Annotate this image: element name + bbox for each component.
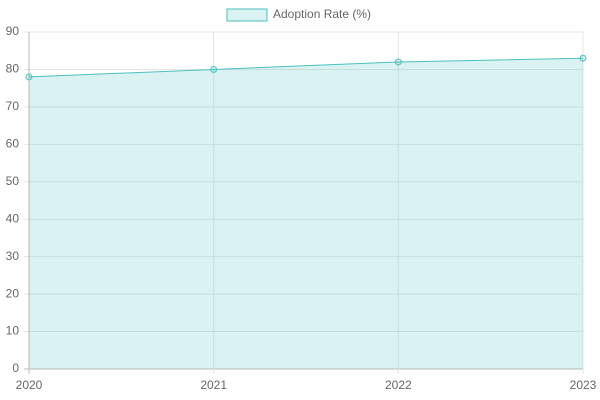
y-tick-label: 90 <box>6 24 20 38</box>
point <box>25 73 33 81</box>
point <box>394 58 402 66</box>
y-tick-label: 80 <box>6 62 20 76</box>
y-tick-label: 70 <box>6 99 20 113</box>
y-tick-label: 50 <box>6 174 20 188</box>
x-tick-label: 2022 <box>385 378 412 392</box>
y-tick-label: 60 <box>6 137 20 151</box>
y-tick-label: 30 <box>6 249 20 263</box>
y-tick-label: 20 <box>6 286 20 300</box>
y-tick-label: 10 <box>6 324 20 338</box>
y-tick-label: 0 <box>12 361 19 375</box>
x-tick-label: 2021 <box>200 378 227 392</box>
y-tick-label: 40 <box>6 211 20 225</box>
x-tick-label: 2023 <box>570 378 597 392</box>
x-tick-label: 2020 <box>16 378 43 392</box>
legend-label: Adoption Rate (%) <box>273 7 371 21</box>
area-fill <box>29 58 583 369</box>
point <box>210 65 218 73</box>
line <box>28 57 584 78</box>
legend-swatch <box>226 8 268 22</box>
point <box>579 54 587 62</box>
